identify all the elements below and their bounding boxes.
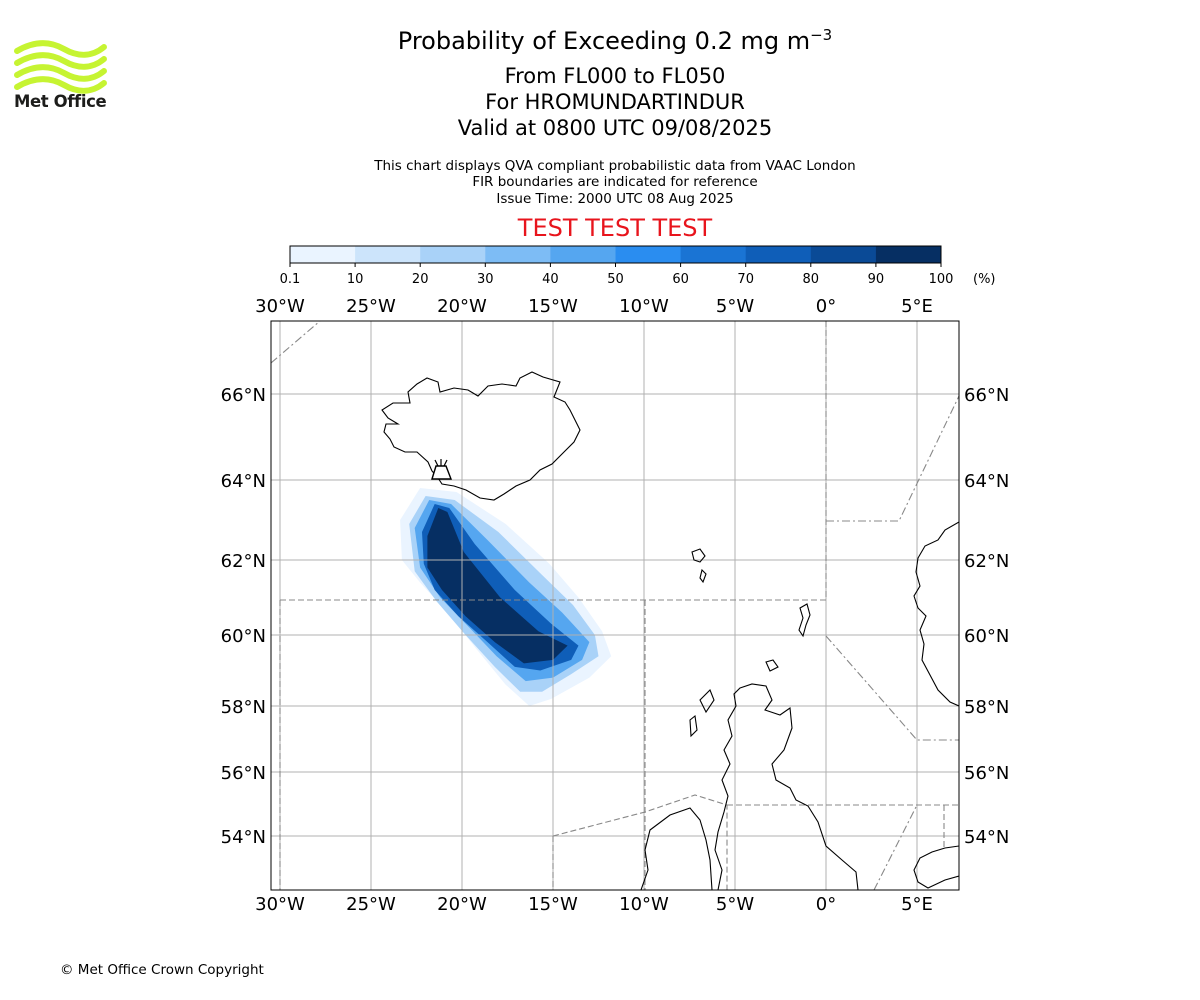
fir-boundary — [552, 794, 728, 890]
longitude-label: 30°W — [255, 894, 305, 915]
coastlines — [381, 371, 959, 890]
logo-text: Met Office — [14, 92, 107, 111]
colorbar-tick-label: 50 — [607, 272, 624, 287]
longitude-label: 5°E — [901, 296, 933, 317]
map-gridlines — [271, 321, 959, 890]
latitude-label: 58°N — [221, 697, 266, 718]
longitude-label: 25°W — [346, 296, 396, 317]
test-banner: TEST TEST TEST — [517, 214, 713, 242]
fir-boundary — [825, 635, 959, 741]
colorbar-tick-label: 80 — [803, 272, 820, 287]
latitude-label: 60°N — [964, 626, 1009, 647]
colorbar-segment — [875, 246, 942, 263]
latitude-label: 66°N — [221, 385, 266, 406]
hebrides — [689, 689, 715, 738]
colorbar-tick-label: 90 — [868, 272, 885, 287]
latitude-label: 64°N — [964, 471, 1009, 492]
longitude-label: 5°W — [716, 296, 754, 317]
longitude-label: 5°W — [716, 894, 754, 915]
longitude-label: 0° — [816, 296, 836, 317]
volcano-icon — [431, 465, 453, 480]
map-frame — [270, 320, 960, 891]
norway-coastline — [913, 521, 959, 707]
colorbar-segment — [550, 246, 616, 263]
faroe-islands — [691, 548, 707, 584]
met-office-logo — [14, 40, 107, 94]
fir-boundary — [271, 321, 321, 364]
colorbar-tick-label: 20 — [412, 272, 429, 287]
latitude-label: 56°N — [221, 763, 266, 784]
longitude-label: 15°W — [528, 296, 578, 317]
longitude-label: 5°E — [901, 894, 933, 915]
info-line-issue-time: Issue Time: 2000 UTC 08 Aug 2025 — [496, 191, 734, 207]
copyright: © Met Office Crown Copyright — [60, 962, 264, 978]
chart-subtitle-valid-time: Valid at 0800 UTC 09/08/2025 — [457, 116, 773, 140]
shetland — [798, 603, 811, 638]
map-axes: 30°W 30°W 25°W 25°W 20°W 20°W 15°W 15°W 10°W 10°W… — [221, 296, 1010, 915]
map-area — [270, 320, 960, 891]
latitude-label: 62°N — [964, 551, 1009, 572]
colorbar-segment — [355, 246, 421, 263]
colorbar-tick-label: 70 — [737, 272, 754, 287]
fir-boundaries — [271, 321, 959, 890]
colorbar-segment — [485, 246, 551, 263]
longitude-label: 20°W — [437, 894, 487, 915]
colorbar-segment — [290, 246, 356, 263]
chart-title: Probability of Exceeding 0.2 mg m−3 — [397, 26, 833, 55]
latitude-label: 60°N — [221, 626, 266, 647]
denmark-coastline — [913, 845, 959, 889]
colorbar-tick-label: 100 — [929, 272, 954, 287]
latitude-label: 66°N — [964, 385, 1009, 406]
latitude-label: 56°N — [964, 763, 1009, 784]
longitude-label: 10°W — [619, 894, 669, 915]
scotland-coastline — [714, 683, 859, 890]
longitude-label: 15°W — [528, 894, 578, 915]
probability-contour — [427, 508, 568, 664]
longitude-label: 20°W — [437, 296, 487, 317]
orkney — [765, 659, 779, 672]
fir-boundary — [826, 395, 959, 522]
ash-plume — [400, 488, 612, 706]
ireland-coastline — [640, 807, 713, 890]
longitude-label: 30°W — [255, 296, 305, 317]
latitude-label: 54°N — [964, 827, 1009, 848]
colorbar-tick-label: 30 — [477, 272, 494, 287]
colorbar: 0.1 10 20 30 40 50 60 70 80 90 100 (%) — [280, 245, 996, 287]
latitude-label: 62°N — [221, 551, 266, 572]
longitude-label: 10°W — [619, 296, 669, 317]
chart-subtitle-levels: From FL000 to FL050 — [504, 64, 726, 88]
colorbar-segment — [680, 246, 747, 263]
colorbar-tick-label: 10 — [347, 272, 364, 287]
fir-boundary — [280, 321, 827, 601]
longitude-label: 0° — [816, 894, 836, 915]
iceland-coastline — [381, 371, 581, 501]
colorbar-tick-label: 40 — [542, 272, 559, 287]
colorbar-tick-label: 60 — [672, 272, 689, 287]
volcano-marker — [431, 459, 453, 480]
latitude-label: 54°N — [221, 827, 266, 848]
colorbar-segment — [420, 246, 486, 263]
chart-subtitle-volcano: For HROMUNDARTINDUR — [485, 90, 745, 114]
colorbar-unit: (%) — [973, 272, 996, 287]
info-line-2: FIR boundaries are indicated for referen… — [472, 174, 758, 190]
colorbar-tick-label: 0.1 — [280, 272, 301, 287]
colorbar-segment — [615, 246, 682, 263]
colorbar-segment — [745, 246, 812, 263]
latitude-label: 58°N — [964, 697, 1009, 718]
latitude-label: 64°N — [221, 471, 266, 492]
colorbar-segment — [810, 246, 877, 263]
info-line-1: This chart displays QVA compliant probab… — [374, 158, 856, 174]
longitude-label: 25°W — [346, 894, 396, 915]
